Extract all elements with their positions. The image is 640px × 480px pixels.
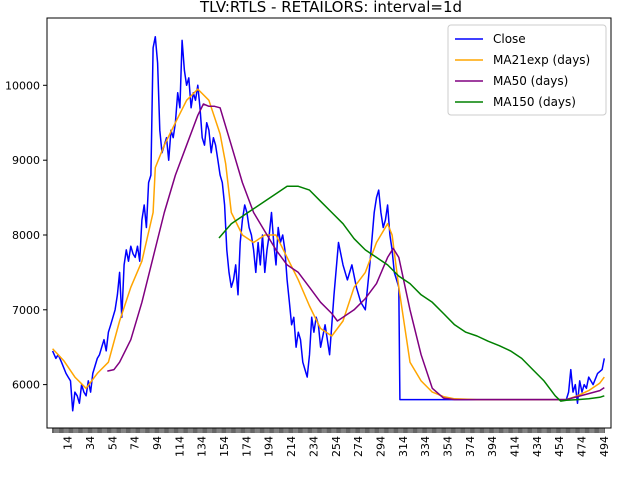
x-tick-label: 434 bbox=[531, 436, 544, 457]
x-tick-label: 194 bbox=[263, 436, 276, 457]
y-tick-label: 7000 bbox=[12, 304, 40, 317]
x-tick-label: 74 bbox=[129, 436, 142, 450]
x-tick-label: 214 bbox=[285, 436, 298, 457]
x-tick-label: 154 bbox=[218, 436, 231, 457]
legend-label-3: MA150 (days) bbox=[493, 95, 576, 109]
x-tick-label: 374 bbox=[464, 436, 477, 457]
legend-label-0: Close bbox=[493, 32, 526, 46]
y-axis: 6000 7000 8000 9000 10000 bbox=[5, 79, 47, 392]
series-line-3 bbox=[218, 185, 605, 402]
legend-label-1: MA21exp (days) bbox=[493, 53, 590, 67]
x-tick-label: 394 bbox=[486, 436, 499, 457]
x-axis: 14 34 54 74 94 114 134 154 174 194 214 234 254 274 294… bbox=[52, 428, 611, 457]
x-tick-label: 334 bbox=[419, 436, 432, 457]
x-tick-label: 234 bbox=[307, 436, 320, 457]
x-tick-label: 134 bbox=[196, 436, 209, 457]
legend-box bbox=[447, 24, 607, 116]
x-tick-label: 294 bbox=[374, 436, 387, 457]
x-tick-label: 254 bbox=[330, 436, 343, 457]
x-tick-label: 314 bbox=[397, 436, 410, 457]
series-line-0 bbox=[51, 35, 606, 412]
x-tick-label: 494 bbox=[598, 436, 611, 457]
series-line-2 bbox=[107, 103, 605, 401]
x-tick-label: 34 bbox=[84, 436, 97, 450]
legend-label-2: MA50 (days) bbox=[493, 74, 568, 88]
chart-title: TLV:RTLS - RETAILORS: interval=1d bbox=[199, 0, 462, 16]
x-tick-label: 174 bbox=[240, 436, 253, 457]
x-tick-label: 14 bbox=[62, 436, 75, 450]
y-tick-label: 9000 bbox=[12, 154, 40, 167]
series-layer bbox=[51, 35, 606, 412]
x-tick-label: 454 bbox=[553, 436, 566, 457]
x-tick-label: 94 bbox=[151, 436, 164, 450]
y-tick-label: 8000 bbox=[12, 229, 40, 242]
x-tick-label: 354 bbox=[441, 436, 454, 457]
x-tick-label: 54 bbox=[106, 436, 119, 450]
x-tick-label: 474 bbox=[576, 436, 589, 457]
legend: Close MA21exp (days) MA50 (days) MA150 (day… bbox=[447, 24, 607, 116]
y-tick-label: 10000 bbox=[5, 79, 40, 92]
x-tick-label: 274 bbox=[352, 436, 365, 457]
x-tick-label: 414 bbox=[509, 436, 522, 457]
plot-frame bbox=[46, 17, 612, 429]
x-tick-label: 114 bbox=[173, 436, 186, 457]
y-tick-label: 6000 bbox=[12, 379, 40, 392]
x-minor-ticks bbox=[52, 428, 605, 433]
